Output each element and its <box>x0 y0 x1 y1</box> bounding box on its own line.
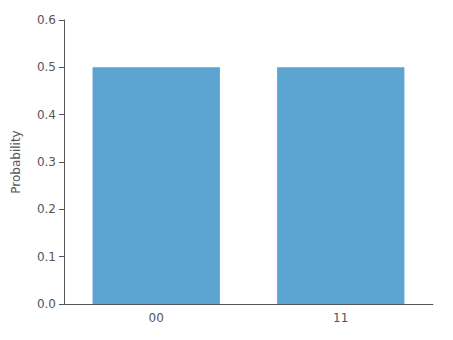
svg-text:0.3: 0.3 <box>37 155 56 169</box>
svg-text:0.2: 0.2 <box>37 202 56 216</box>
svg-text:0.1: 0.1 <box>37 250 56 264</box>
svg-text:0.6: 0.6 <box>37 13 56 27</box>
svg-text:Probability: Probability <box>9 130 23 193</box>
svg-text:0.0: 0.0 <box>37 297 56 311</box>
svg-text:0.5: 0.5 <box>37 60 56 74</box>
svg-text:00: 00 <box>149 311 164 325</box>
svg-text:11: 11 <box>333 311 348 325</box>
svg-text:0.4: 0.4 <box>37 108 56 122</box>
